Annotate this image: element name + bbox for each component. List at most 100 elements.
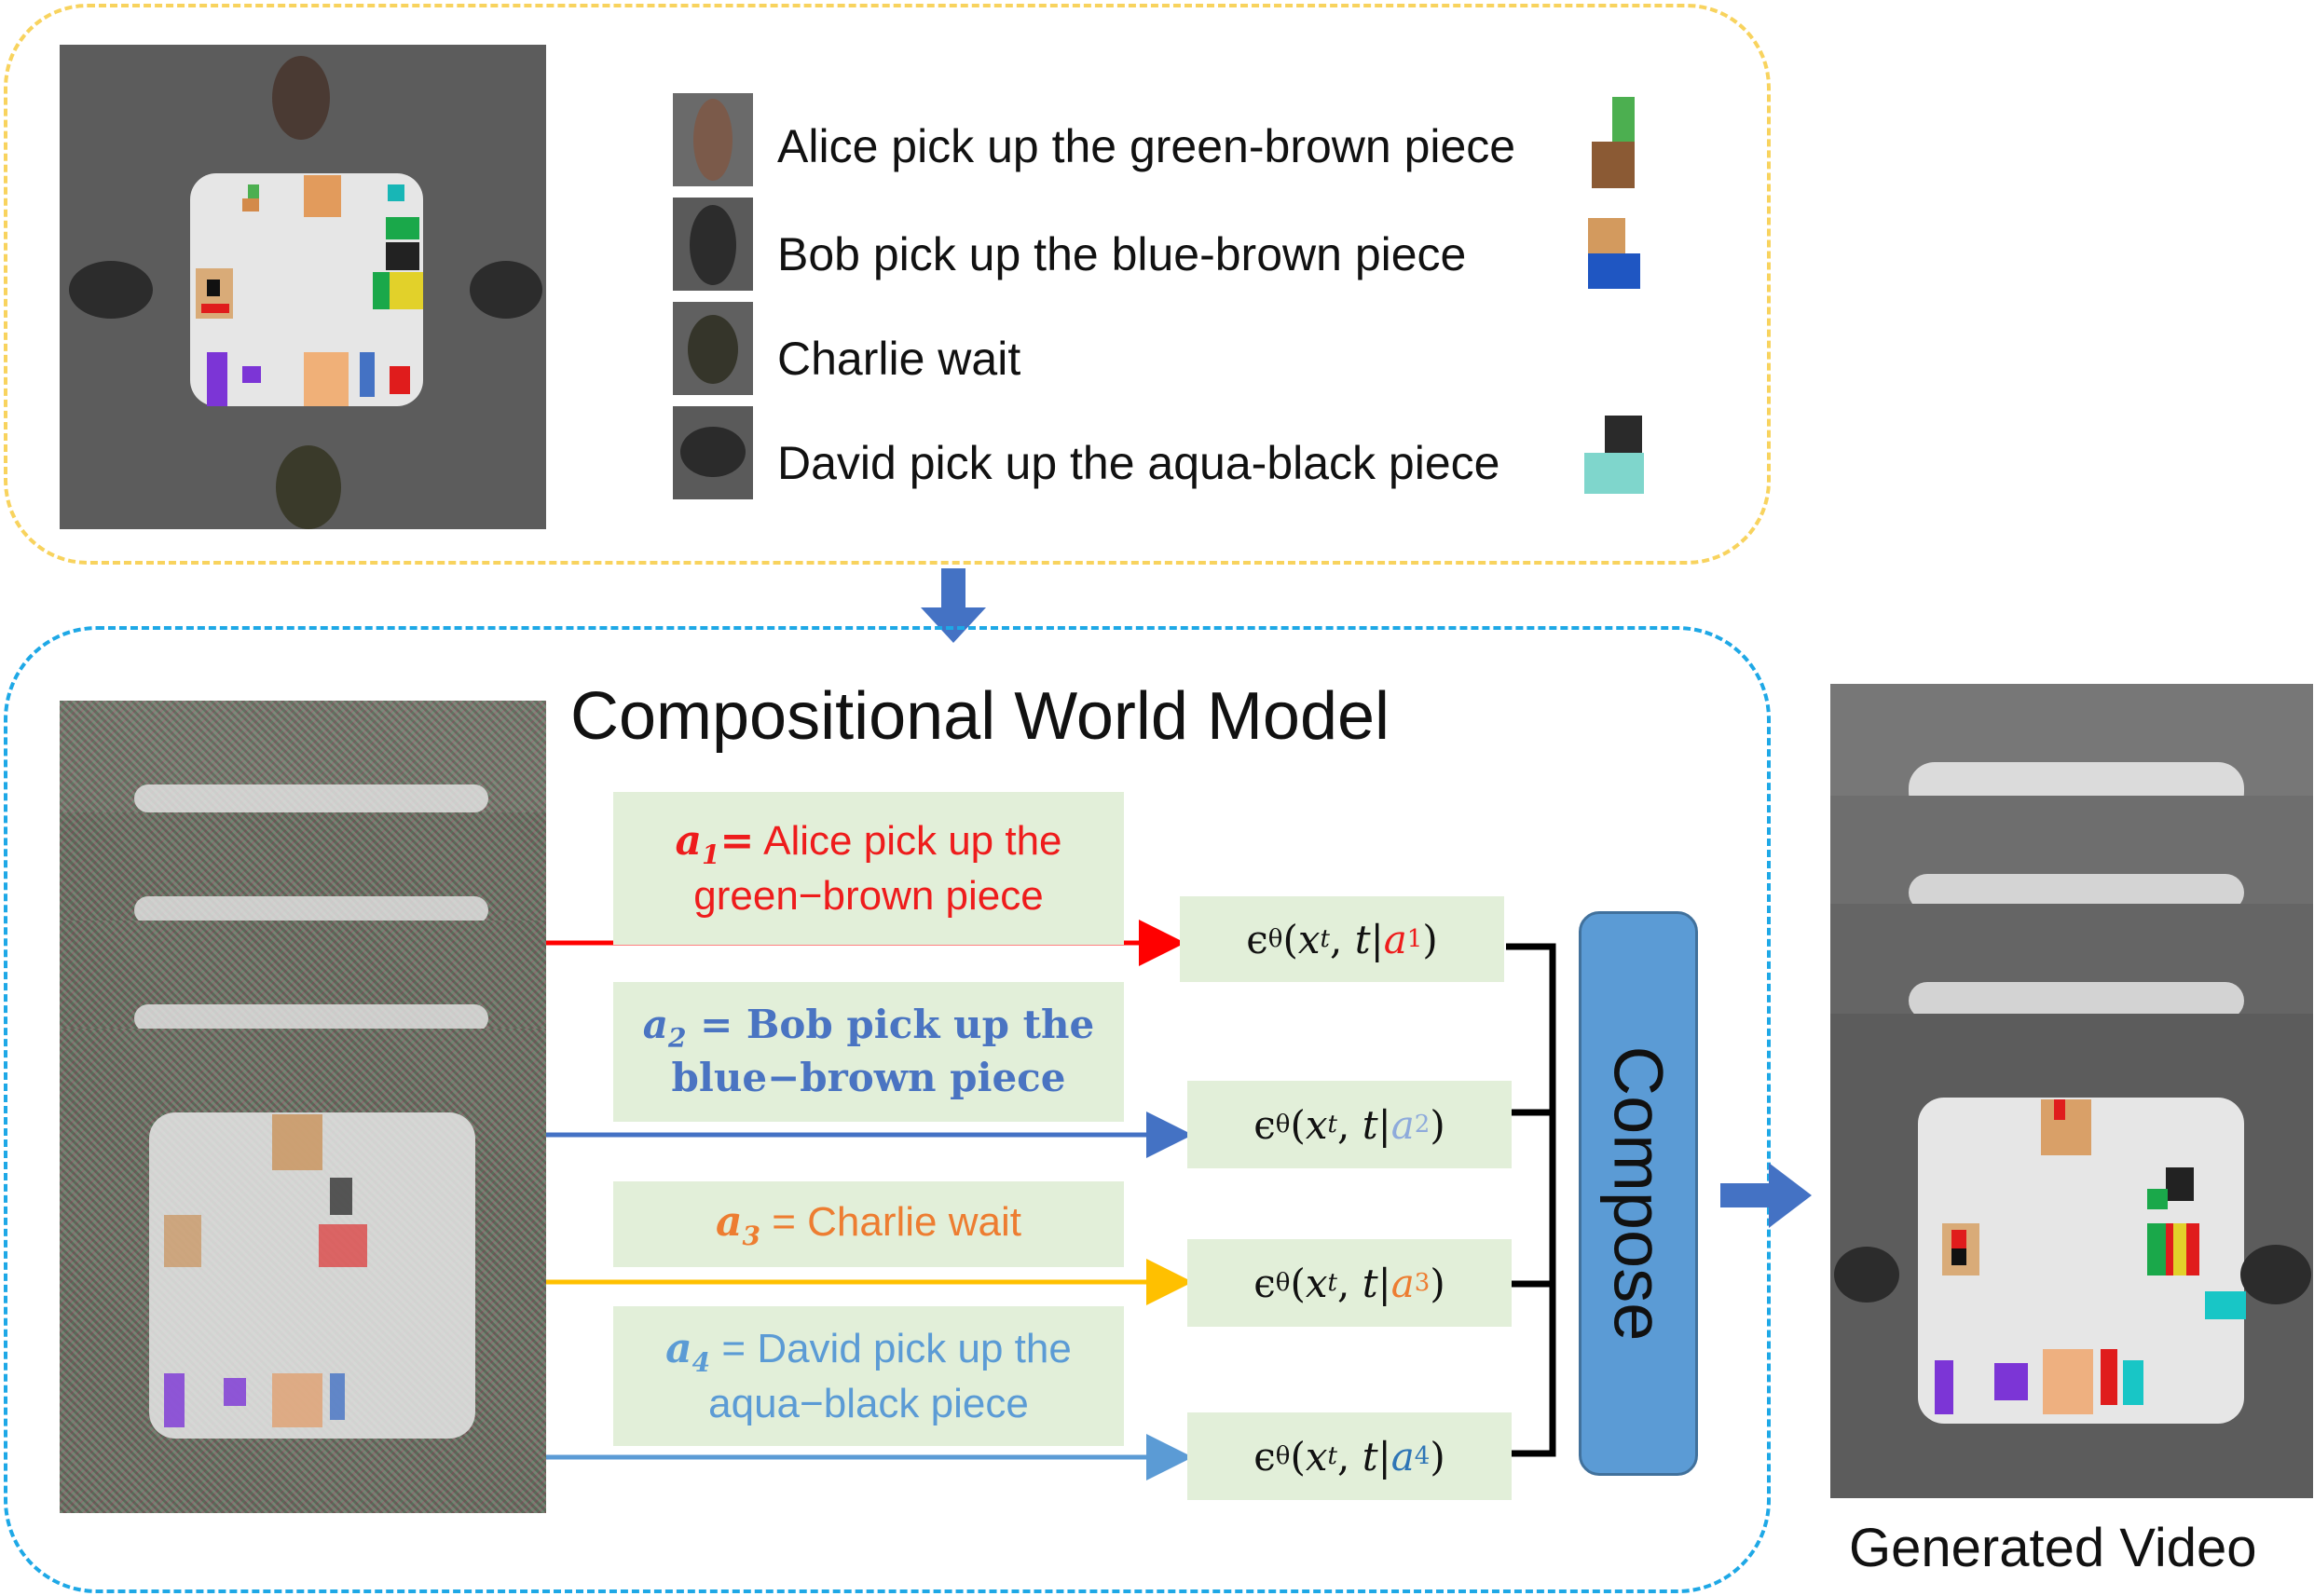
action-line: a2 = Bob pick up the <box>643 1001 1094 1054</box>
right-arrow-icon <box>1720 1163 1812 1228</box>
piece <box>360 352 375 397</box>
action-box-a2: a2 = Bob pick up the blue−brown piece <box>613 982 1124 1122</box>
legend-avatar-david <box>673 406 753 499</box>
action-symbol: a <box>675 816 702 865</box>
down-arrow-icon <box>921 568 986 643</box>
compose-label: Compose <box>1599 1045 1677 1342</box>
piece <box>1994 1363 2028 1400</box>
piece-aqua <box>1584 453 1644 494</box>
person-david <box>470 261 542 319</box>
table <box>134 896 488 924</box>
legend-avatar-bob <box>673 198 753 291</box>
a-sub: 3 <box>1414 1269 1431 1297</box>
piece <box>2147 1223 2166 1275</box>
a-sub: 4 <box>1414 1442 1431 1470</box>
person-bob <box>69 261 153 319</box>
t-sub: t <box>1327 1269 1337 1297</box>
generated-frame-4 <box>1830 1014 2313 1498</box>
bracket-1 <box>1506 943 1556 1070</box>
piece <box>272 1373 322 1427</box>
action-eq: = <box>719 816 755 865</box>
action-line: a3 = Charlie wait <box>716 1196 1021 1252</box>
a-var: a <box>1390 1433 1415 1480</box>
green-brown-piece-icon <box>1592 97 1638 188</box>
a-var: a <box>1390 1260 1415 1306</box>
action-eq: = <box>700 1002 733 1048</box>
eps-symbol: ϵ <box>1253 1101 1276 1148</box>
piece-blue <box>1588 253 1640 289</box>
person-charlie <box>276 445 341 529</box>
compose-block: Compose <box>1579 911 1698 1476</box>
action-text-line1: Bob pick up the <box>746 1002 1095 1048</box>
t-sub: t <box>1327 1111 1337 1139</box>
model-title: Compositional World Model <box>570 679 1390 754</box>
piece <box>164 1215 201 1267</box>
theta-sub: θ <box>1275 1269 1291 1297</box>
action-line: a4 = David pick up the <box>665 1323 1072 1379</box>
piece <box>386 217 419 239</box>
avatar <box>693 99 733 181</box>
piece <box>2205 1291 2246 1319</box>
piece <box>207 280 220 296</box>
t-sub: t <box>1320 925 1330 953</box>
action-sub: 3 <box>742 1220 760 1251</box>
person <box>2240 1245 2311 1304</box>
action-line: a1= Alice pick up the <box>675 815 1061 871</box>
a-var: a <box>1390 1101 1415 1148</box>
piece <box>1935 1360 1953 1414</box>
piece <box>207 352 227 406</box>
eps-symbol: ϵ <box>1253 1433 1276 1480</box>
x-var: x <box>1305 1433 1328 1480</box>
table <box>1909 982 2244 1019</box>
piece <box>2147 1189 2168 1209</box>
a-sub: 1 <box>1406 925 1423 953</box>
noise-term-a4: ϵ θ(x t, t | a 4) <box>1187 1412 1512 1500</box>
action-box-a3: a3 = Charlie wait <box>613 1181 1124 1267</box>
piece <box>319 1224 367 1267</box>
piece <box>242 198 259 211</box>
person-alice <box>272 56 330 140</box>
input-panel <box>4 4 1771 565</box>
piece <box>330 1178 352 1215</box>
t-var: t <box>1362 1260 1378 1306</box>
theta-sub: θ <box>1267 925 1283 953</box>
action-eq: = <box>772 1199 796 1246</box>
avatar <box>680 427 746 477</box>
piece <box>1951 1248 1966 1265</box>
t-sub: t <box>1327 1442 1337 1470</box>
piece <box>386 242 419 270</box>
action-text-line2: green−brown piece <box>693 873 1044 920</box>
piece <box>2123 1360 2143 1405</box>
legend-label-charlie: Charlie wait <box>777 333 1021 385</box>
piece <box>272 1114 322 1170</box>
a-var: a <box>1383 916 1407 962</box>
person <box>1834 1247 1899 1303</box>
action-text-line1: David pick up the <box>757 1325 1072 1371</box>
a-sub: 2 <box>1414 1111 1431 1139</box>
piece <box>242 366 261 383</box>
table <box>134 784 488 812</box>
piece <box>2041 1099 2091 1155</box>
action-eq: = <box>721 1325 746 1371</box>
blue-brown-piece-icon <box>1584 218 1642 291</box>
legend-label-alice: Alice pick up the green-brown piece <box>777 120 1516 172</box>
action-symbol: a <box>642 1002 668 1048</box>
aqua-black-piece-icon <box>1584 416 1646 496</box>
initial-scene-image <box>60 45 546 529</box>
table <box>134 1004 488 1032</box>
noise-term-a1: ϵ θ(x t, t | a 1) <box>1180 896 1504 982</box>
piece <box>304 175 341 217</box>
theta-sub: θ <box>1275 1442 1291 1470</box>
action-sub: 4 <box>691 1346 711 1378</box>
t-var: t <box>1362 1101 1378 1148</box>
piece <box>2173 1223 2186 1275</box>
legend-label-bob: Bob pick up the blue-brown piece <box>777 228 1467 280</box>
action-box-a4: a4 = David pick up the aqua−black piece <box>613 1306 1124 1446</box>
t-var: t <box>1362 1433 1378 1480</box>
eps-symbol: ϵ <box>1246 916 1268 962</box>
noise-term-a3: ϵ θ(x t, t | a 3) <box>1187 1239 1512 1327</box>
piece <box>2043 1349 2093 1414</box>
piece <box>2101 1349 2117 1405</box>
x-var: x <box>1305 1101 1328 1148</box>
piece <box>388 184 404 201</box>
